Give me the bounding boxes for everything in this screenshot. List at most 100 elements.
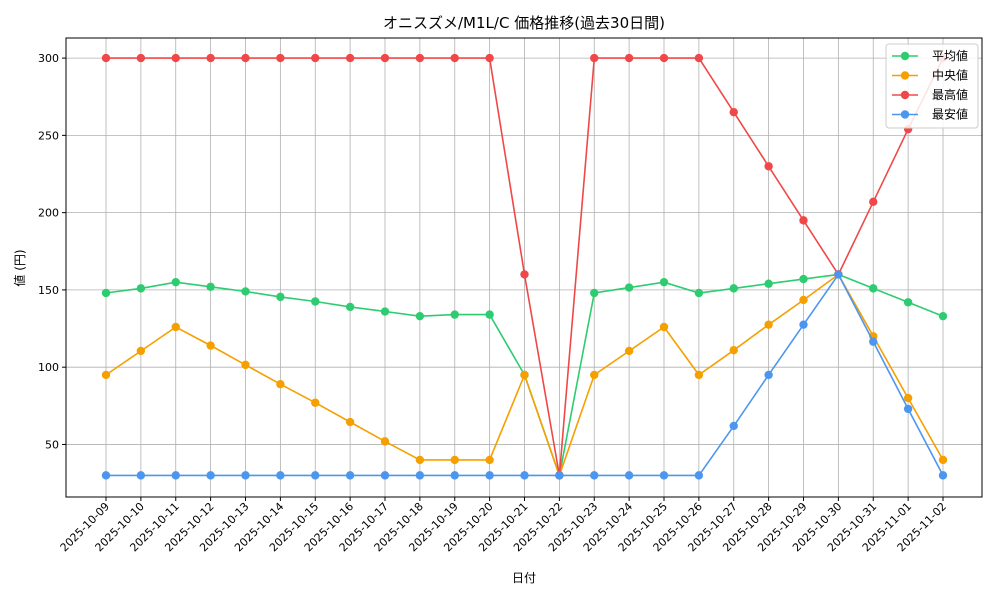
data-point [101,53,111,63]
data-point [520,270,529,279]
data-point [415,455,425,465]
y-tick-label: 250 [38,129,59,142]
data-point [380,471,390,480]
data-point [659,53,669,63]
data-point [903,404,913,414]
data-point [171,471,180,480]
data-point [311,471,320,480]
data-point [485,471,494,480]
data-point [799,320,808,329]
data-point [345,53,355,63]
chart-title: オニスズメ/M1L/C 価格推移(過去30日間) [383,14,665,32]
data-point [241,287,250,296]
legend-marker [900,51,910,61]
data-point [694,53,704,63]
data-point [903,298,913,307]
legend-marker [900,90,910,100]
series-group [101,53,948,480]
data-point [345,417,355,427]
data-point [311,53,320,63]
data-point [101,471,111,480]
data-point [206,471,215,480]
data-point [590,471,599,480]
y-axis-label: 値 (円) [12,249,27,286]
y-tick-label: 200 [38,207,59,220]
data-point [241,471,250,480]
data-point [590,53,599,63]
data-point [729,107,738,117]
data-point [590,370,599,380]
y-tick-label: 100 [38,361,59,374]
data-point [659,322,669,332]
legend-label: 平均値 [932,48,968,63]
data-point [276,53,285,63]
data-point [869,337,878,346]
data-point [450,53,459,63]
data-point [799,295,808,305]
data-point [485,53,494,63]
x-axis-label: 日付 [512,571,536,585]
data-point [555,471,564,480]
data-point [311,398,320,407]
legend-label: 最安値 [932,107,968,122]
data-point [694,370,704,380]
data-point [380,307,390,316]
legend-marker [900,71,910,80]
y-axis: 50 100 150 200 250 300 [38,52,66,451]
data-point [729,284,738,293]
data-point [624,346,634,356]
data-point [485,455,494,465]
data-point [799,274,808,284]
data-point [659,277,669,287]
data-point [276,379,285,389]
data-point [869,197,878,207]
data-point [276,292,285,302]
data-point [485,310,494,319]
data-point [311,297,320,306]
data-point [415,53,425,63]
data-point [241,360,250,370]
data-point [136,284,146,293]
data-point [764,279,773,288]
y-tick-label: 50 [45,438,59,451]
data-point [241,53,250,63]
data-point [136,53,146,63]
data-point [938,471,948,480]
data-point [903,393,913,403]
data-point [136,471,146,480]
data-point [345,471,355,480]
data-point [136,346,146,356]
data-point [101,370,111,380]
data-point [624,471,634,480]
data-point [380,53,390,63]
data-point [450,455,459,465]
data-point [415,471,425,480]
data-point [206,341,215,350]
data-point [450,471,459,480]
legend-label: 中央値 [932,68,968,83]
x-axis: 2025-10-092025-10-102025-10-112025-10-12… [58,497,949,554]
data-point [938,311,948,321]
data-point [171,53,180,63]
data-point [764,162,773,171]
data-point [764,370,773,380]
data-point [206,282,215,292]
data-point [415,311,425,321]
data-point [834,270,843,279]
y-tick-label: 150 [38,284,59,297]
y-tick-label: 300 [38,52,59,65]
data-point [101,288,111,298]
data-point [659,471,669,480]
data-point [590,288,599,298]
data-point [450,310,459,319]
data-point [276,471,285,480]
legend-label: 最高値 [932,87,968,102]
data-point [729,421,738,431]
data-point [694,471,704,480]
data-point [380,437,390,446]
data-point [171,277,180,287]
data-point [624,53,634,63]
legend-marker [900,110,910,119]
